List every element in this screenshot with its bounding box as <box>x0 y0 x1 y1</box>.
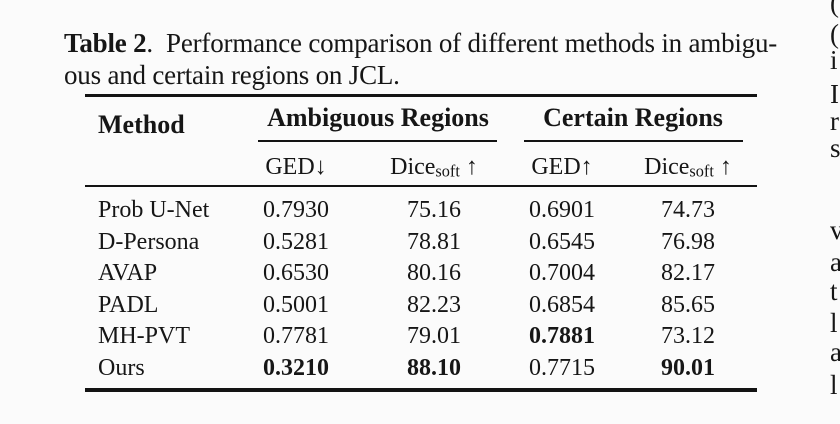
column-header-ged-ambiguous: GED↓ <box>265 155 326 180</box>
value-cell: 0.7781 <box>263 323 329 349</box>
column-header-dicesoft-ambiguous: Dicesoft ↑ <box>390 155 478 180</box>
value-cell: 79.01 <box>407 323 461 349</box>
table-row: Prob U-Net 0.7930 75.16 0.6901 74.73 <box>85 197 757 223</box>
value-cell: 74.73 <box>661 197 715 223</box>
value-cell: 0.7715 <box>529 355 595 381</box>
metric-name: GED <box>265 154 315 180</box>
value-cell: 0.5281 <box>263 229 329 255</box>
table-header-rule <box>85 185 757 187</box>
up-arrow-icon: ↑ <box>713 154 732 180</box>
caption-table-number: Table 2 <box>64 28 147 58</box>
edge-text-fragment: ( <box>830 19 839 49</box>
edge-text-fragment: l <box>830 370 838 400</box>
value-cell: 0.7004 <box>529 260 595 286</box>
method-name-cell: MH-PVT <box>98 323 191 349</box>
results-table: Method Ambiguous Regions Certain Regions… <box>85 0 757 424</box>
value-cell: 0.6545 <box>529 229 595 255</box>
value-cell: 75.16 <box>407 197 461 223</box>
ambiguous-group-underline <box>258 140 497 142</box>
edge-text-fragment: ( <box>830 0 839 18</box>
caption-text: . Performance comparison of different me… <box>146 28 778 58</box>
value-cell: 0.3210 <box>263 355 329 381</box>
group-header-ambiguous-regions: Ambiguous Regions <box>267 103 489 132</box>
method-name-cell: Ours <box>98 355 145 381</box>
table-row: Ours 0.3210 88.10 0.7715 90.01 <box>85 355 757 381</box>
metric-subscript: soft <box>689 161 714 181</box>
table-top-rule <box>85 94 757 97</box>
value-cell: 90.01 <box>661 355 715 381</box>
column-header-method: Method <box>98 110 185 139</box>
edge-text-fragment: i <box>830 45 838 75</box>
table-row: MH-PVT 0.7781 79.01 0.7881 73.12 <box>85 323 757 349</box>
value-cell: 0.6530 <box>263 260 329 286</box>
value-cell: 73.12 <box>661 323 715 349</box>
method-name-cell: D-Persona <box>98 229 200 255</box>
edge-text-fragment: t <box>830 276 838 306</box>
method-name-cell: AVAP <box>98 260 158 286</box>
table-row: D-Persona 0.5281 78.81 0.6545 76.98 <box>85 229 757 255</box>
value-cell: 0.7881 <box>529 323 595 349</box>
column-header-dicesoft-certain: Dicesoft ↑ <box>644 155 732 180</box>
value-cell: 0.5001 <box>263 292 329 318</box>
value-cell: 82.23 <box>407 292 461 318</box>
value-cell: 85.65 <box>661 292 715 318</box>
caption-line-2: ous and certain regions on JCL. <box>64 60 400 90</box>
group-header-certain-regions: Certain Regions <box>543 103 723 132</box>
up-arrow-icon: ↑ <box>580 154 593 180</box>
metric-name: GED <box>531 154 581 180</box>
down-arrow-icon: ↓ <box>314 154 327 180</box>
value-cell: 88.10 <box>407 355 461 381</box>
value-cell: 76.98 <box>661 229 715 255</box>
value-cell: 0.7930 <box>263 197 329 223</box>
table-caption: Table 2. Performance comparison of diffe… <box>64 27 804 91</box>
edge-text-fragment: s <box>830 133 840 163</box>
value-cell: 80.16 <box>407 260 461 286</box>
value-cell: 0.6901 <box>529 197 595 223</box>
value-cell: 82.17 <box>661 260 715 286</box>
edge-text-fragment: I <box>830 79 839 109</box>
up-arrow-icon: ↑ <box>459 154 478 180</box>
edge-text-fragment: l <box>830 308 838 338</box>
table-bottom-rule <box>85 388 757 392</box>
edge-text-fragment: r <box>830 106 839 136</box>
value-cell: 78.81 <box>407 229 461 255</box>
table-row: AVAP 0.6530 80.16 0.7004 82.17 <box>85 260 757 286</box>
edge-text-fragment: a <box>830 247 840 277</box>
caption-line-1: Table 2. Performance comparison of diffe… <box>64 27 804 59</box>
value-cell: 0.6854 <box>529 292 595 318</box>
method-name-cell: Prob U-Net <box>98 197 210 223</box>
metric-subscript: soft <box>435 161 460 181</box>
edge-text-fragment: a <box>830 337 840 367</box>
edge-text-fragment: v <box>830 215 840 245</box>
certain-group-underline <box>524 140 743 142</box>
table-row: PADL 0.5001 82.23 0.6854 85.65 <box>85 292 757 318</box>
method-name-cell: PADL <box>98 292 159 318</box>
column-header-ged-certain: GED↑ <box>531 155 592 180</box>
metric-name: Dice <box>390 154 436 180</box>
metric-name: Dice <box>644 154 690 180</box>
